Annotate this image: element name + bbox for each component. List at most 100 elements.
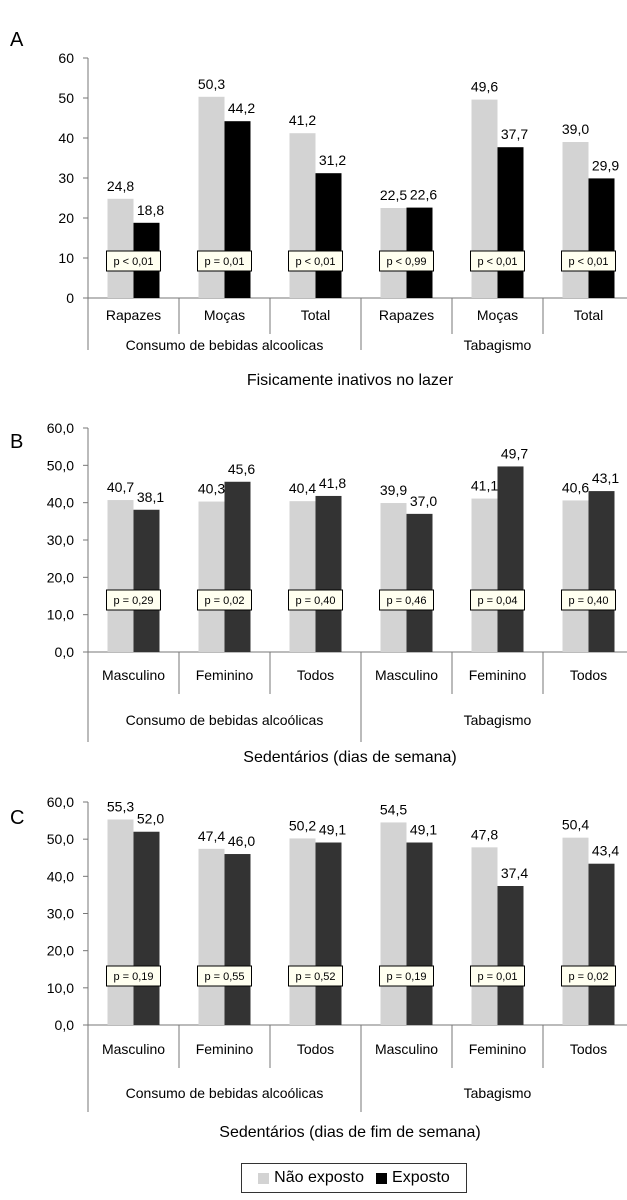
data-label-not-exposed: 47,8 bbox=[471, 826, 498, 842]
p-value-label: p = 0,29 bbox=[113, 595, 153, 607]
y-tick-label: 20,0 bbox=[47, 569, 74, 585]
y-tick-label: 30 bbox=[58, 170, 74, 186]
p-value-box bbox=[106, 250, 161, 272]
panel-letter: A bbox=[10, 29, 24, 51]
data-label-exposed: 46,0 bbox=[228, 833, 255, 849]
data-label-exposed: 37,4 bbox=[501, 865, 528, 881]
group-label: Consumo de bebidas alcoólicas bbox=[126, 1085, 324, 1101]
p-value-box bbox=[561, 250, 616, 272]
category-label: Rapazes bbox=[106, 307, 161, 323]
bar-not-exposed bbox=[107, 500, 134, 652]
data-label-exposed: 37,0 bbox=[410, 493, 437, 509]
y-tick-label: 0,0 bbox=[55, 1017, 75, 1033]
data-label-exposed: 37,7 bbox=[501, 126, 528, 142]
data-label-not-exposed: 50,2 bbox=[289, 817, 316, 833]
data-label-not-exposed: 40,3 bbox=[198, 481, 225, 497]
y-tick-label: 60 bbox=[58, 50, 74, 66]
p-value-label: p = 0,01 bbox=[204, 256, 244, 268]
p-value-label: p = 0,01 bbox=[477, 971, 517, 983]
legend-swatch-not-exposed bbox=[258, 1172, 270, 1184]
p-value-box bbox=[379, 250, 434, 272]
category-label: Rapazes bbox=[379, 307, 434, 323]
data-label-not-exposed: 41,1 bbox=[471, 478, 498, 494]
bar-exposed bbox=[588, 178, 615, 298]
p-value-label: p = 0,04 bbox=[477, 595, 517, 607]
y-tick-label: 50,0 bbox=[47, 457, 74, 473]
y-tick-label: 60,0 bbox=[47, 794, 74, 810]
p-value-box bbox=[379, 965, 434, 987]
y-tick-label: 40,0 bbox=[47, 495, 74, 511]
p-value-box bbox=[288, 250, 343, 272]
y-tick-label: 20,0 bbox=[47, 943, 74, 959]
bar-not-exposed bbox=[289, 133, 316, 298]
bar-exposed bbox=[315, 495, 342, 652]
data-label-exposed: 43,1 bbox=[592, 470, 619, 486]
bar-exposed bbox=[224, 481, 251, 652]
p-value-label: p = 0,55 bbox=[204, 971, 244, 983]
y-tick-label: 0,0 bbox=[55, 644, 75, 660]
data-label-exposed: 44,2 bbox=[228, 100, 255, 116]
category-label: Moças bbox=[477, 307, 518, 323]
group-label: Tabagismo bbox=[464, 337, 532, 353]
bar-not-exposed bbox=[380, 822, 407, 1025]
p-value-label: p < 0,01 bbox=[113, 256, 153, 268]
bar-not-exposed bbox=[471, 847, 498, 1025]
data-label-not-exposed: 40,6 bbox=[562, 479, 589, 495]
y-tick-label: 10 bbox=[58, 250, 74, 266]
p-value-box bbox=[197, 250, 252, 272]
p-value-box bbox=[106, 965, 161, 987]
p-value-box bbox=[561, 965, 616, 987]
data-label-exposed: 45,6 bbox=[228, 461, 255, 477]
bar-not-exposed bbox=[562, 837, 589, 1025]
p-value-box bbox=[197, 589, 252, 611]
data-label-not-exposed: 41,2 bbox=[289, 112, 316, 128]
y-tick-label: 10,0 bbox=[47, 607, 74, 623]
data-label-not-exposed: 54,5 bbox=[380, 801, 407, 817]
data-label-not-exposed: 49,6 bbox=[471, 79, 498, 95]
panel-letter: C bbox=[10, 807, 24, 829]
data-label-not-exposed: 39,9 bbox=[380, 482, 407, 498]
p-value-label: p < 0,99 bbox=[386, 256, 426, 268]
data-label-not-exposed: 40,4 bbox=[289, 480, 316, 496]
category-label: Masculino bbox=[375, 1041, 438, 1057]
category-label: Moças bbox=[204, 307, 245, 323]
category-label: Feminino bbox=[469, 1041, 527, 1057]
bar-exposed bbox=[315, 842, 342, 1025]
category-label: Feminino bbox=[196, 1041, 254, 1057]
data-label-exposed: 31,2 bbox=[319, 152, 346, 168]
p-value-label: p = 0,40 bbox=[568, 595, 608, 607]
bar-exposed bbox=[224, 854, 251, 1025]
bar-not-exposed bbox=[198, 848, 225, 1025]
p-value-label: p = 0,19 bbox=[113, 971, 153, 983]
p-value-label: p < 0,01 bbox=[295, 256, 335, 268]
category-label: Total bbox=[301, 307, 331, 323]
legend-item-exposed: Exposto bbox=[376, 1169, 450, 1187]
p-value-box bbox=[470, 250, 525, 272]
p-value-label: p < 0,01 bbox=[477, 256, 517, 268]
p-value-label: p = 0,19 bbox=[386, 971, 426, 983]
bar-not-exposed bbox=[198, 501, 225, 652]
y-tick-label: 30,0 bbox=[47, 906, 74, 922]
group-label: Consumo de bebidas alcoolicas bbox=[126, 337, 324, 353]
y-tick-label: 40 bbox=[58, 130, 74, 146]
bar-not-exposed bbox=[107, 819, 134, 1025]
data-label-exposed: 49,1 bbox=[410, 822, 437, 838]
y-tick-label: 60,0 bbox=[47, 420, 74, 436]
group-label: Tabagismo bbox=[464, 712, 532, 728]
bar-exposed bbox=[497, 466, 524, 652]
data-label-not-exposed: 50,3 bbox=[198, 76, 225, 92]
bar-exposed bbox=[588, 491, 615, 652]
legend-item-not-exposed: Não exposto bbox=[258, 1169, 364, 1187]
bar-not-exposed bbox=[289, 838, 316, 1025]
category-label: Feminino bbox=[196, 667, 254, 683]
bar-exposed bbox=[588, 863, 615, 1025]
category-label: Masculino bbox=[102, 667, 165, 683]
bar-exposed bbox=[133, 831, 160, 1025]
bar-exposed bbox=[497, 147, 524, 298]
data-label-exposed: 49,1 bbox=[319, 822, 346, 838]
legend-label-not-exposed: Não exposto bbox=[274, 1169, 365, 1186]
bar-not-exposed bbox=[562, 142, 589, 298]
category-label: Todos bbox=[570, 1041, 607, 1057]
data-label-not-exposed: 40,7 bbox=[107, 479, 134, 495]
p-value-box bbox=[288, 965, 343, 987]
